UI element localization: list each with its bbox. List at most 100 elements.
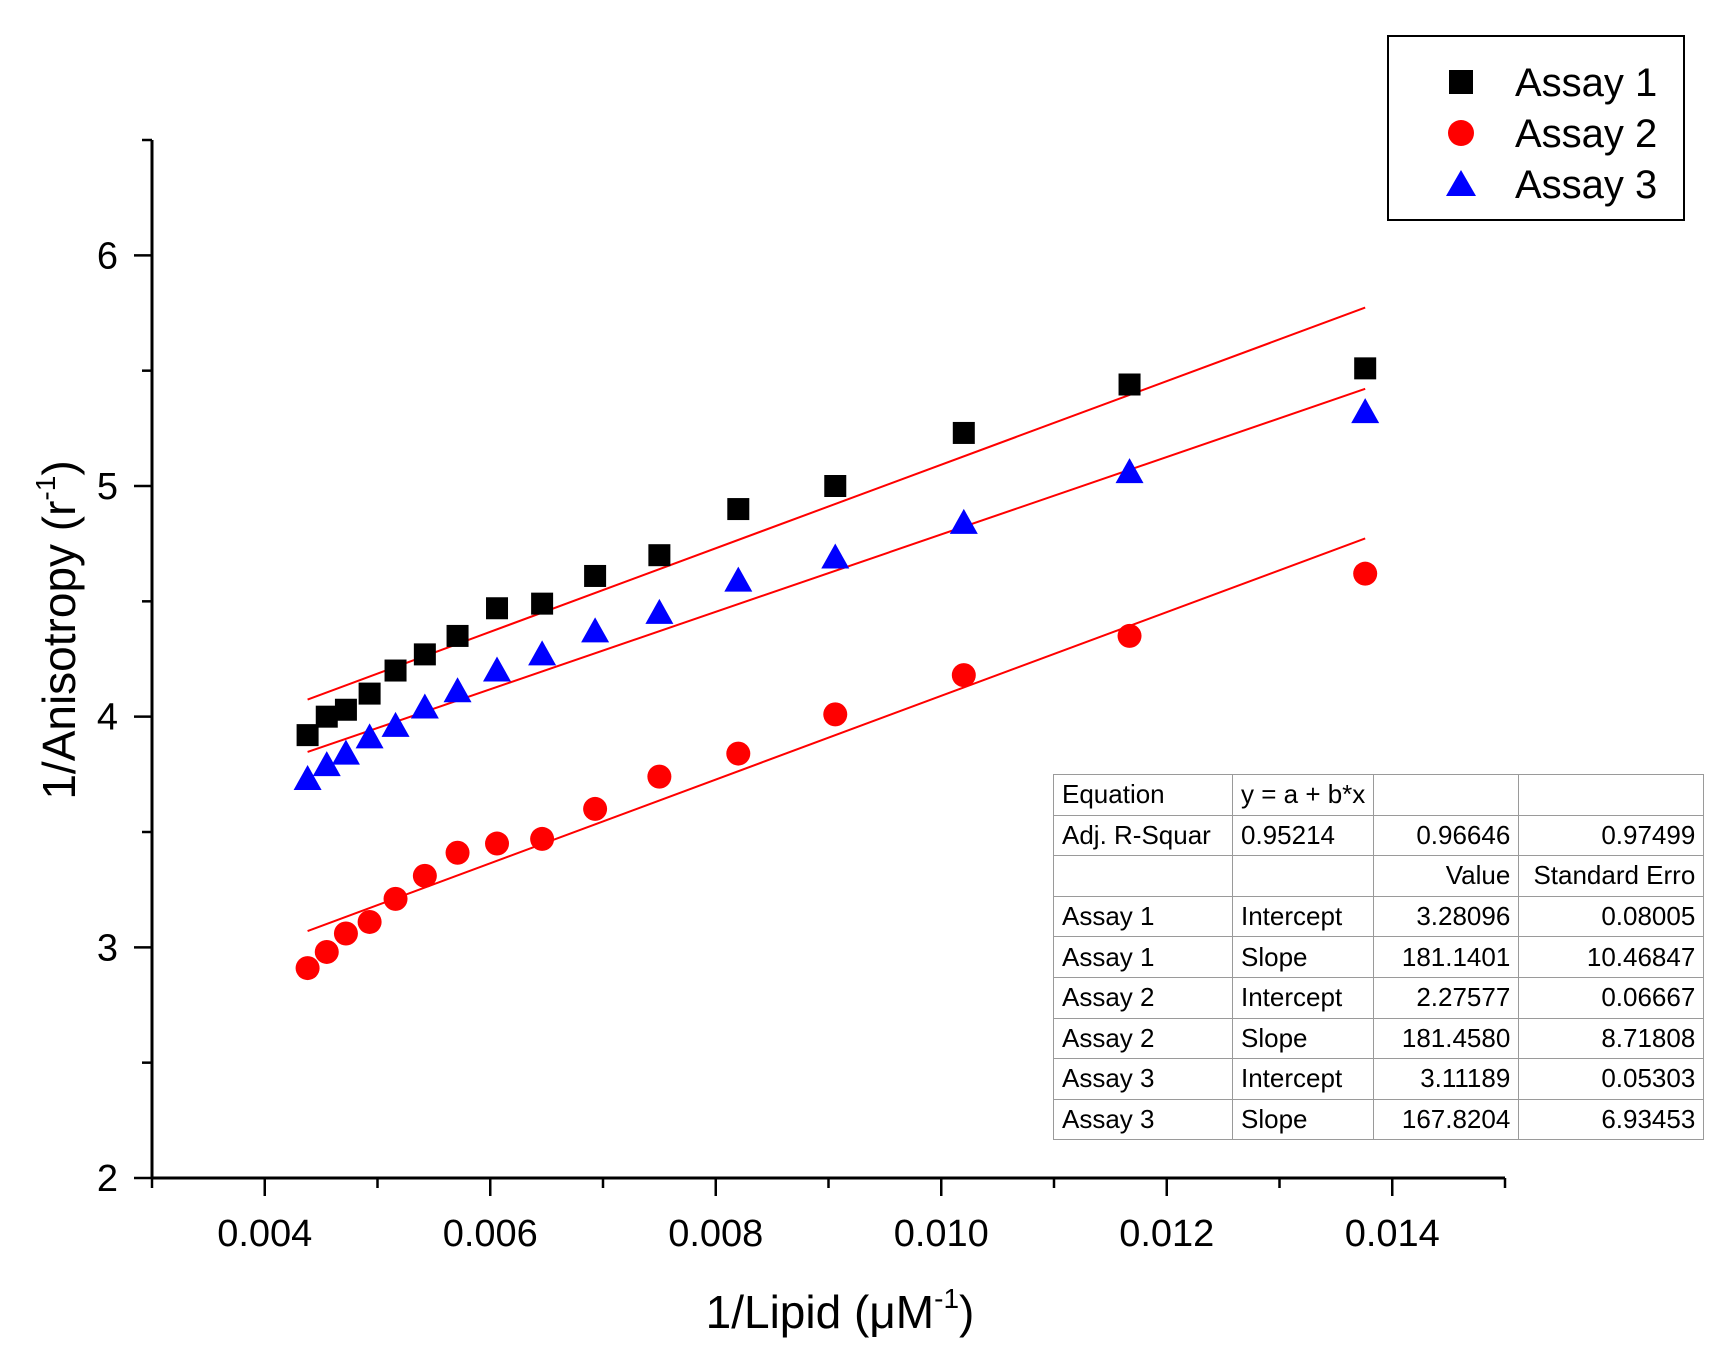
- table-cell: Slope: [1231, 1098, 1375, 1141]
- table-row: Assay 2 Intercept 2.27577 0.06667: [1053, 976, 1705, 1019]
- table-cell: 0.06667: [1518, 976, 1705, 1019]
- point-assay-1: [1354, 357, 1377, 380]
- x-tick-label: 0.008: [668, 1213, 763, 1255]
- table-cell: [1518, 774, 1705, 816]
- table-cell: Assay 2: [1053, 1017, 1233, 1060]
- table-cell: 6.93453: [1518, 1098, 1705, 1141]
- point-assay-2: [530, 826, 555, 851]
- point-assay-2: [333, 921, 358, 946]
- point-assay-2: [314, 939, 339, 964]
- data-points: [293, 357, 1380, 981]
- table-cell: 2.27577: [1373, 976, 1520, 1019]
- legend: Assay 1 Assay 2 Assay 3: [1387, 35, 1685, 221]
- table-row: Equation y = a + b*x: [1053, 774, 1705, 816]
- point-assay-2: [726, 741, 751, 766]
- legend-box: [1387, 35, 1685, 221]
- table-cell: [1373, 774, 1519, 816]
- point-assay-3: [293, 764, 322, 790]
- legend-marker-assay-3: [1446, 170, 1476, 196]
- point-assay-1: [296, 724, 319, 747]
- table-cell: Adj. R-Squar: [1053, 814, 1233, 857]
- y-tick-label: 5: [97, 466, 118, 508]
- table-cell: 3.11189: [1373, 1058, 1520, 1100]
- table-cell: Intercept: [1231, 976, 1375, 1019]
- table-cell: Intercept: [1231, 895, 1375, 938]
- point-assay-3: [1115, 458, 1144, 484]
- point-assay-1: [358, 682, 381, 705]
- point-assay-1: [1118, 373, 1141, 396]
- y-tick-label: 6: [97, 235, 118, 277]
- point-assay-1: [648, 544, 671, 567]
- point-assay-1: [727, 498, 750, 521]
- point-assay-2: [951, 663, 976, 688]
- table-cell: 0.95214: [1231, 814, 1375, 857]
- table-cell: Value: [1373, 855, 1520, 897]
- x-tick-label: 0.014: [1345, 1213, 1440, 1255]
- point-assay-2: [1117, 623, 1142, 648]
- point-assay-2: [647, 764, 672, 789]
- y-tick-label: 4: [97, 697, 118, 739]
- point-assay-1: [952, 421, 975, 444]
- point-assay-3: [312, 751, 341, 777]
- point-assay-1: [334, 698, 357, 721]
- point-assay-3: [821, 543, 850, 569]
- fit-lines: [307, 306, 1366, 932]
- point-assay-1: [384, 659, 407, 682]
- point-assay-3: [949, 508, 978, 534]
- point-assay-3: [645, 598, 674, 624]
- table-cell: 167.8204: [1373, 1098, 1520, 1141]
- table-cell: 0.08005: [1518, 895, 1705, 938]
- point-assay-2: [1353, 561, 1378, 586]
- table-cell: 0.05303: [1518, 1058, 1705, 1100]
- point-assay-1: [531, 592, 554, 615]
- legend-label-assay-3: Assay 3: [1515, 163, 1657, 207]
- table-cell: Assay 1: [1053, 936, 1233, 978]
- fit-line-assay-2: [307, 537, 1366, 932]
- table-cell: [1231, 855, 1375, 897]
- point-assay-2: [823, 702, 848, 727]
- table-cell: Assay 3: [1053, 1098, 1233, 1141]
- point-assay-2: [383, 886, 408, 911]
- x-tick-label: 0.012: [1119, 1213, 1214, 1255]
- point-assay-3: [528, 640, 557, 666]
- point-assay-3: [381, 711, 410, 737]
- legend-label-assay-2: Assay 2: [1515, 112, 1657, 156]
- point-assay-2: [357, 909, 382, 934]
- fit-line-assay-1: [307, 306, 1366, 701]
- table-cell: 0.96646: [1373, 814, 1520, 857]
- table-row: Value Standard Erro: [1053, 855, 1705, 897]
- table-cell: Slope: [1231, 1017, 1375, 1060]
- point-assay-3: [483, 656, 512, 682]
- table-cell: y = a + b*x: [1231, 774, 1375, 816]
- point-assay-2: [445, 840, 470, 865]
- table-row: Assay 1 Intercept 3.28096 0.08005: [1053, 895, 1705, 938]
- point-assay-2: [485, 831, 510, 856]
- axes: 0.004 0.006 0.008 0.010 0.012 0.014 2 3 4 5 6: [97, 138, 1507, 1255]
- point-assay-3: [724, 566, 753, 592]
- x-axis-title: 1/Lipid (μM-1): [706, 1283, 975, 1338]
- table-cell: 8.71808: [1518, 1017, 1705, 1060]
- y-tick-label: 2: [97, 1158, 118, 1200]
- fit-results-table: Equation y = a + b*x Adj. R-Squar 0.95214 0.…: [1053, 774, 1705, 1141]
- x-tick-label: 0.004: [217, 1213, 312, 1255]
- point-assay-1: [315, 705, 338, 728]
- point-assay-3: [355, 723, 384, 749]
- table-cell: Assay 3: [1053, 1058, 1233, 1100]
- point-assay-1: [486, 597, 509, 620]
- table-cell: 3.28096: [1373, 895, 1520, 938]
- point-assay-2: [412, 863, 437, 888]
- point-assay-3: [331, 739, 360, 765]
- legend-marker-assay-2: [1448, 120, 1474, 146]
- x-tick-label: 0.006: [443, 1213, 538, 1255]
- table-cell: Assay 2: [1053, 976, 1233, 1019]
- x-tick-label: 0.010: [894, 1213, 989, 1255]
- point-assay-1: [446, 624, 469, 647]
- table-cell: 0.97499: [1518, 814, 1705, 857]
- table-row: Adj. R-Squar 0.95214 0.96646 0.97499: [1053, 814, 1705, 857]
- point-assay-2: [295, 956, 320, 981]
- table-cell: 10.46847: [1518, 936, 1705, 978]
- table-cell: 181.4580: [1373, 1017, 1520, 1060]
- table-row: Assay 3 Intercept 3.11189 0.05303: [1053, 1058, 1705, 1100]
- fit-line-assay-3: [307, 387, 1366, 753]
